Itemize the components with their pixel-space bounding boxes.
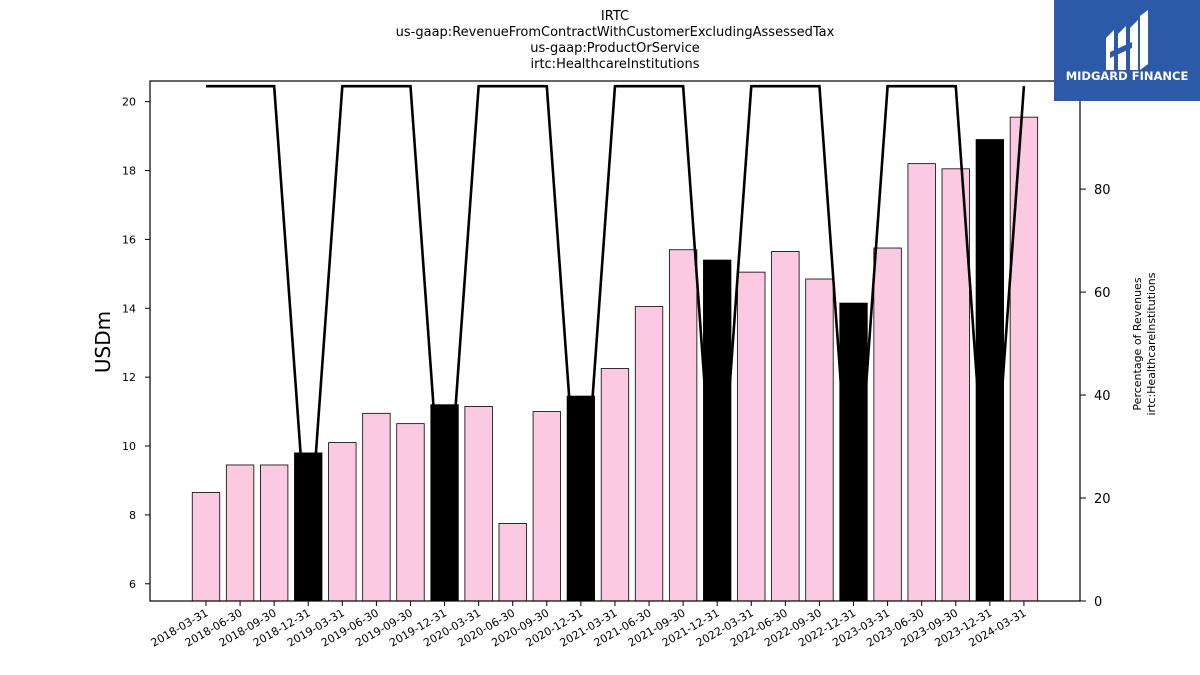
y-left-tick-label-18: 18: [122, 165, 136, 178]
bar-2020-03-31: [464, 406, 493, 602]
y-left-tick-label-14: 14: [122, 302, 136, 315]
bar-2023-06-30: [907, 163, 936, 602]
line-series: [206, 84, 1026, 560]
bar-2022-03-31: [737, 271, 766, 602]
y-axis-left: 6 8 10 12 14 16 18 20: [122, 96, 150, 591]
bar-2018-09-30: [260, 464, 289, 602]
y-axis-right-label-line-2: irtc:HealthcareInstitutions: [1145, 272, 1158, 415]
y-right-tick-label-80: 80: [1094, 183, 1111, 198]
brand-name: MIDGARD FINANCE: [1066, 69, 1189, 83]
logo-background: [1054, 0, 1200, 101]
bar-2021-06-30: [634, 306, 664, 602]
chart-title-line-4: irtc:HealthcareInstitutions: [530, 57, 699, 72]
y-right-tick-label-40: 40: [1094, 389, 1111, 404]
bar-2020-09-30: [532, 411, 561, 602]
y-axis-right-label-line-1: Percentage of Revenues: [1131, 277, 1144, 410]
bar-2021-03-31: [600, 368, 630, 602]
percentage-line: [206, 84, 1026, 560]
bar-2022-09-30: [805, 278, 834, 602]
y-left-tick-label-6: 6: [129, 578, 136, 591]
y-axis-left-label: USDm: [91, 311, 115, 373]
x-axis: 2018-03-312018-06-302018-09-302018-12-31…: [149, 601, 1028, 650]
y-left-tick-label-8: 8: [129, 509, 136, 522]
chart-title-line-1: IRTC: [601, 9, 629, 24]
bar-2019-03-31: [328, 442, 357, 602]
chart-title: IRTC us-gaap:RevenueFromContractWithCust…: [396, 9, 835, 72]
bar-2018-12-31: [294, 452, 323, 602]
bar-2020-06-30: [498, 523, 527, 602]
y-right-tick-label-60: 60: [1094, 286, 1111, 301]
bar-2023-12-31: [975, 139, 1004, 602]
y-left-tick-label-12: 12: [122, 371, 136, 384]
bar-series: [191, 116, 1039, 602]
y-left-tick-label-10: 10: [122, 440, 136, 453]
y-left-tick-label-20: 20: [122, 96, 136, 109]
bar-2018-06-30: [225, 464, 255, 602]
chart-title-line-2: us-gaap:RevenueFromContractWithCustomerE…: [396, 25, 835, 40]
bar-2021-09-30: [668, 249, 698, 602]
y-left-tick-label-16: 16: [122, 233, 136, 246]
bar-2022-06-30: [771, 251, 800, 602]
bar-2019-09-30: [396, 423, 425, 602]
chart-title-line-3: us-gaap:ProductOrService: [530, 41, 700, 56]
bar-2024-03-31: [1009, 116, 1039, 602]
y-right-tick-label-0: 0: [1094, 595, 1102, 610]
bar-2023-03-31: [873, 247, 902, 602]
brand-logo: MIDGARD FINANCE: [1054, 0, 1200, 101]
y-right-tick-label-20: 20: [1094, 492, 1111, 507]
bar-2018-03-31: [191, 492, 221, 602]
y-axis-right: 020406080100: [1080, 80, 1119, 610]
logo-mark-icon: [1106, 10, 1148, 70]
bar-2019-06-30: [362, 412, 391, 602]
